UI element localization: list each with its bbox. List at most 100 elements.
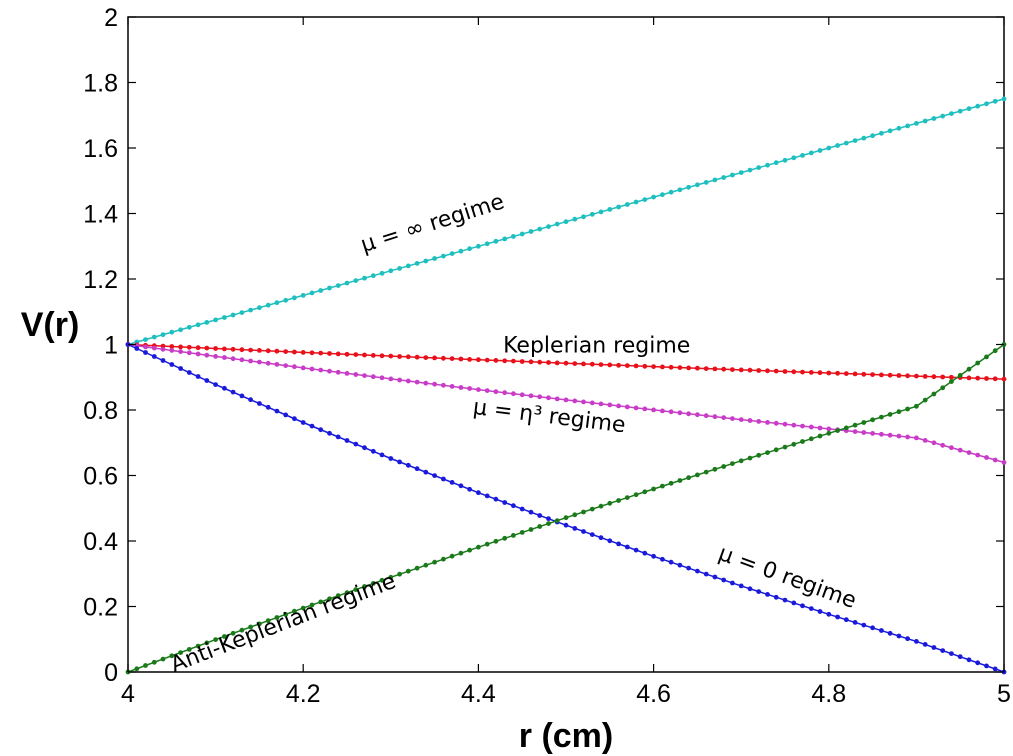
data-point: [887, 630, 893, 636]
data-point: [388, 574, 394, 580]
data-point: [791, 422, 797, 428]
data-point: [581, 399, 586, 405]
data-point: [800, 423, 805, 429]
data-point: [931, 391, 937, 397]
data-point: [318, 427, 324, 433]
data-point: [274, 408, 280, 414]
data-point: [887, 128, 893, 134]
data-point: [195, 374, 201, 379]
data-point: [896, 373, 902, 378]
data-point: [476, 490, 481, 496]
data-point: [353, 352, 359, 357]
data-point: [800, 153, 805, 158]
data-point: [274, 362, 280, 367]
data-point: [721, 577, 727, 583]
data-point: [274, 348, 280, 354]
data-point: [817, 433, 823, 439]
data-point: [721, 175, 727, 180]
data-point: [721, 415, 727, 420]
data-point: [730, 461, 735, 466]
data-point: [537, 524, 543, 529]
data-point: [992, 348, 998, 354]
data-point: [624, 404, 630, 410]
data-point: [265, 302, 271, 308]
data-point: [660, 408, 665, 414]
data-point: [992, 98, 998, 104]
data-point: [414, 466, 420, 472]
data-point: [441, 382, 446, 388]
data-point: [511, 358, 516, 364]
data-point: [362, 584, 367, 589]
data-point: [800, 603, 805, 609]
data-point: [441, 253, 446, 259]
data-point: [537, 394, 543, 400]
data-point: [265, 360, 271, 366]
data-point: [808, 370, 814, 375]
data-point: [914, 639, 919, 644]
data-point: [248, 347, 254, 353]
data-point: [405, 462, 411, 468]
data-point: [178, 366, 184, 371]
data-point: [362, 352, 367, 358]
data-point: [388, 353, 394, 359]
data-point: [975, 452, 981, 458]
data-point: [458, 385, 464, 390]
data-point: [546, 521, 551, 526]
data-point: [467, 246, 472, 252]
data-point: [940, 113, 946, 119]
data-point: [703, 180, 709, 185]
data-point: [642, 489, 648, 495]
data-point: [966, 657, 972, 663]
data-point: [905, 123, 910, 129]
data-point: [537, 513, 543, 518]
data-point: [581, 214, 586, 220]
data-point: [344, 438, 350, 443]
data-point: [616, 204, 621, 210]
data-point: [773, 160, 779, 166]
data-point: [493, 358, 499, 363]
data-point: [826, 370, 832, 376]
data-point: [668, 189, 674, 195]
data-point: [633, 405, 639, 411]
data-point: [598, 535, 604, 541]
data-point: [765, 162, 770, 168]
data-point: [931, 440, 937, 446]
data-point: [300, 420, 306, 425]
data-point: [327, 430, 332, 436]
data-point: [414, 565, 420, 571]
data-point: [572, 398, 578, 404]
data-point: [607, 500, 613, 506]
data-point: [563, 397, 569, 403]
data-point: [318, 367, 324, 373]
data-point: [151, 354, 157, 359]
data-point: [800, 439, 805, 444]
data-point: [370, 374, 376, 380]
data-point: [730, 172, 735, 178]
data-point: [624, 202, 630, 207]
data-point: [484, 541, 490, 547]
data-point: [616, 498, 621, 503]
data-point: [747, 367, 753, 373]
x-tick-label: 4.2: [286, 680, 321, 708]
data-point: [546, 360, 551, 365]
data-point: [589, 532, 595, 537]
data-point: [134, 666, 140, 672]
data-point: [248, 624, 254, 630]
data-point: [458, 483, 464, 489]
data-point: [353, 441, 359, 447]
data-point: [257, 305, 262, 311]
data-point: [887, 372, 893, 378]
data-point: [283, 363, 289, 368]
data-point: [441, 556, 446, 562]
data-point: [660, 483, 665, 489]
data-point: [467, 547, 472, 553]
data-point: [327, 351, 332, 356]
data-point: [292, 364, 297, 370]
data-point: [195, 345, 201, 351]
data-point: [484, 241, 490, 247]
data-point: [213, 354, 219, 359]
data-point: [169, 348, 175, 353]
data-point: [546, 224, 551, 230]
data-point: [300, 365, 306, 371]
data-point: [379, 577, 385, 583]
